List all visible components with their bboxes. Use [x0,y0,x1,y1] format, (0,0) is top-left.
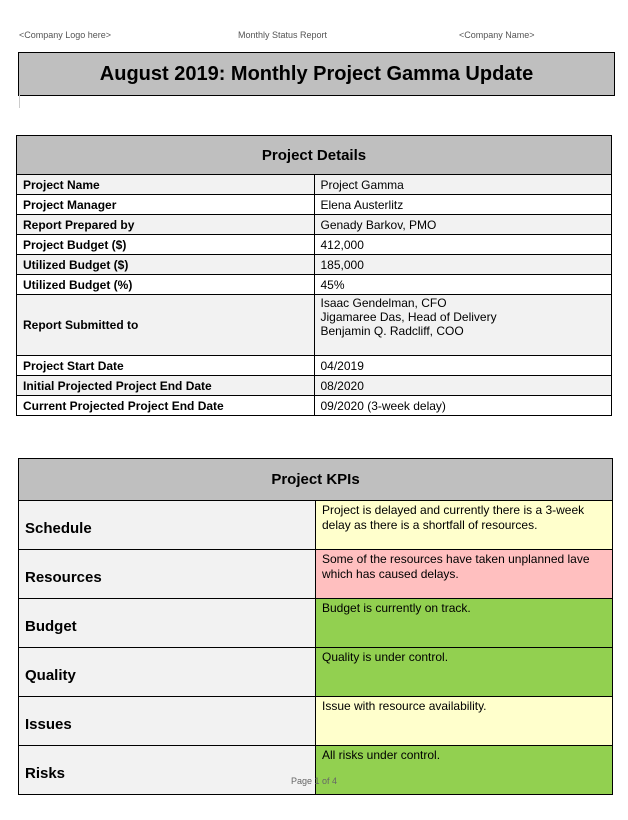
details-label: Report Submitted to [16,294,315,356]
details-row: Initial Projected Project End Date 08/202… [16,375,612,396]
details-value: Isaac Gendelman, CFO Jigamaree Das, Head … [313,294,612,356]
details-label: Project Name [16,174,315,195]
details-value: 04/2019 [313,355,612,376]
kpi-row-issues: Issues Issue with resource availability. [18,696,613,746]
details-label: Initial Projected Project End Date [16,375,315,396]
details-label: Project Manager [16,194,315,215]
kpi-row-quality: Quality Quality is under control. [18,647,613,697]
project-kpis-heading: Project KPIs [18,458,613,501]
details-value-line: Benjamin Q. Radcliff, COO [320,324,464,338]
header-report-type: Monthly Status Report [238,30,328,40]
details-value: 412,000 [313,234,612,255]
project-details-heading: Project Details [16,135,612,175]
details-value-line: Elena Austerlitz [320,197,404,212]
kpi-row-schedule: Schedule Project is delayed and currently… [18,500,613,550]
page-number: Page 1 of 4 [290,776,338,786]
details-label: Current Projected Project End Date [16,395,315,416]
details-value: Genady Barkov, PMO [313,214,612,235]
kpi-row-budget: Budget Budget is currently on track. [18,598,613,648]
kpi-status-text: All risks under control. [315,745,613,795]
details-value: Project Gamma [313,174,612,195]
kpi-label: Issues [18,696,316,746]
kpi-row-resources: Resources Some of the resources have take… [18,549,613,599]
kpi-label: Resources [18,549,316,599]
project-kpis-table: Project KPIs Schedule Project is delayed … [18,458,613,795]
kpi-label: Schedule [18,500,316,550]
details-value: 09/2020 (3-week delay) [313,395,612,416]
details-value: 45% [313,274,612,295]
kpi-status-text: Some of the resources have taken unplann… [315,549,613,599]
details-label: Utilized Budget ($) [16,254,315,275]
details-value-line: 412,000 [320,237,364,252]
details-value: 08/2020 [313,375,612,396]
details-label: Project Start Date [16,355,315,376]
details-label: Report Prepared by [16,214,315,235]
details-value-line: Genady Barkov, PMO [320,217,437,232]
details-value-line: Project Gamma [320,177,404,192]
report-title: August 2019: Monthly Project Gamma Updat… [18,52,615,96]
kpi-row-risks: Risks All risks under control. [18,745,613,795]
details-row: Report Prepared by Genady Barkov, PMO [16,214,612,235]
header-company-name: <Company Name> [459,30,535,40]
project-details-table: Project Details Project Name Project Gamm… [16,135,612,416]
kpi-label: Risks [18,745,316,795]
details-value-line: 04/2019 [320,358,364,373]
margin-marker [19,95,20,108]
details-row: Project Budget ($) 412,000 [16,234,612,255]
details-value-line: 185,000 [320,257,364,272]
kpi-status-text: Quality is under control. [315,647,613,697]
details-value: 185,000 [313,254,612,275]
kpi-label: Budget [18,598,316,648]
details-value-line: 09/2020 (3-week delay) [320,398,446,413]
kpi-status-text: Project is delayed and currently there i… [315,500,613,550]
details-value-line: Isaac Gendelman, CFO [320,296,447,310]
details-row: Project Start Date 04/2019 [16,355,612,376]
details-row: Utilized Budget ($) 185,000 [16,254,612,275]
kpi-label: Quality [18,647,316,697]
kpi-status-text: Issue with resource availability. [315,696,613,746]
details-row: Report Submitted to Isaac Gendelman, CFO J… [16,294,612,356]
details-label: Utilized Budget (%) [16,274,315,295]
header-company-logo: <Company Logo here> [19,30,112,40]
details-row: Utilized Budget (%) 45% [16,274,612,295]
details-value: Elena Austerlitz [313,194,612,215]
details-value-line: 45% [320,277,345,292]
details-row: Project Manager Elena Austerlitz [16,194,612,215]
details-row: Project Name Project Gamma [16,174,612,195]
details-label: Project Budget ($) [16,234,315,255]
details-row: Current Projected Project End Date 09/202… [16,395,612,416]
kpi-status-text: Budget is currently on track. [315,598,613,648]
details-value-line: Jigamaree Das, Head of Delivery [320,310,497,324]
details-value-line: 08/2020 [320,378,364,393]
